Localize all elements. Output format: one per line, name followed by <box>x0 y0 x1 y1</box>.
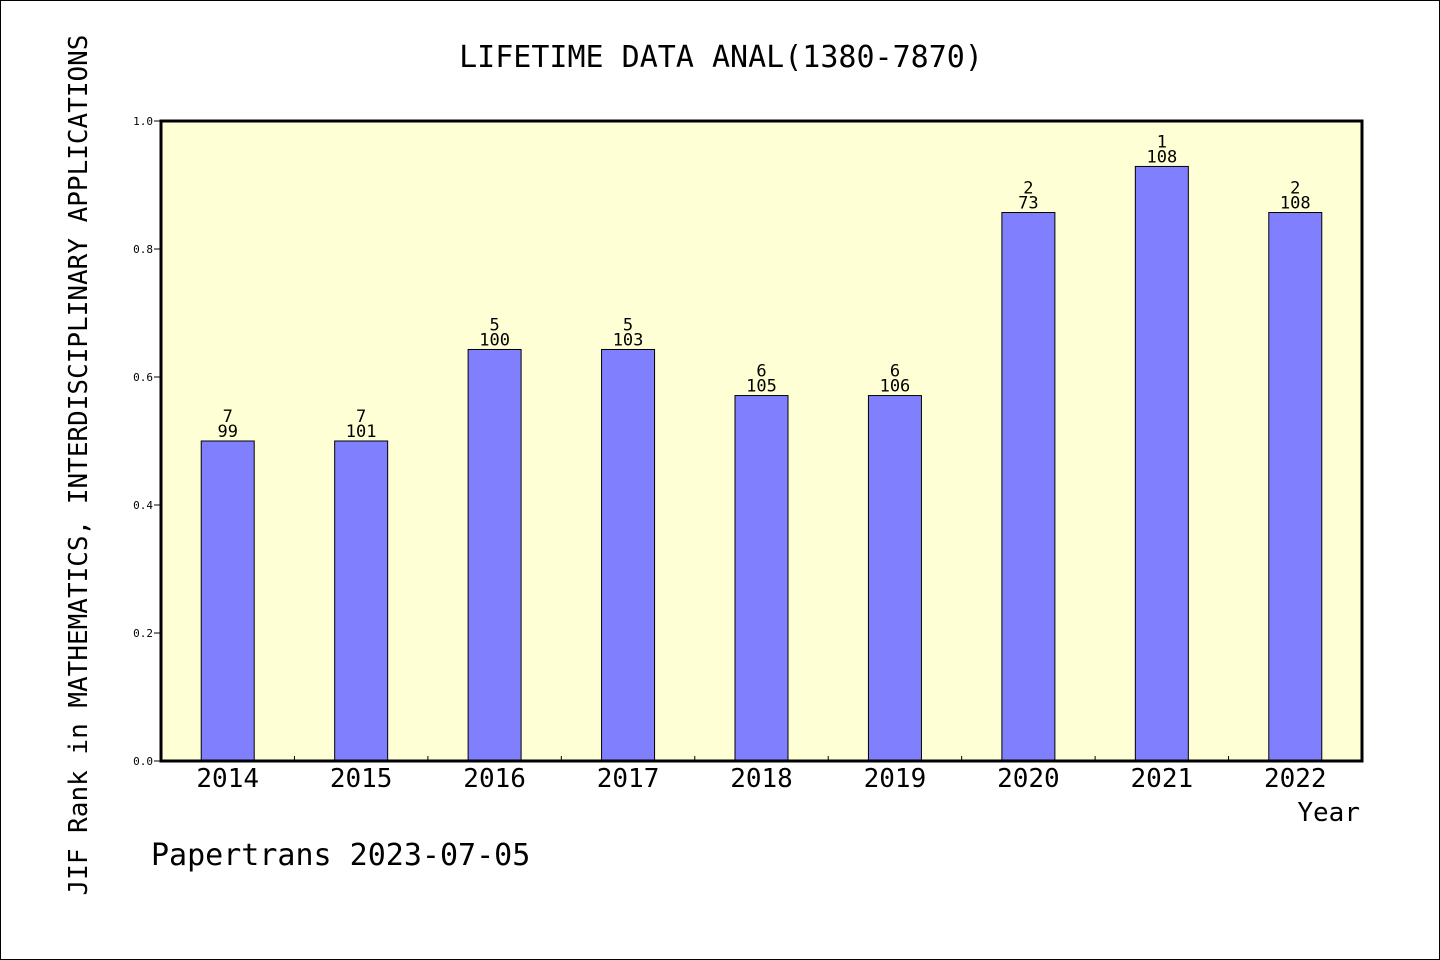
rank-label: 2 <box>1023 179 1033 199</box>
total-label: 105 <box>746 377 777 397</box>
bar-2019 <box>867 395 922 762</box>
y-axis-label: JIF Rank in MATHEMATICS, INTERDISCIPLINA… <box>64 35 94 896</box>
x-tick-label: 2020 <box>997 764 1060 794</box>
x-tick-label: 2021 <box>1131 764 1194 794</box>
bar-2021 <box>1134 165 1189 762</box>
rank-label: 5 <box>623 315 633 335</box>
y-ticks: 0.0 0.2 0.4 0.6 0.8 1.0 <box>133 115 161 768</box>
x-tick-label: 2022 <box>1264 764 1327 794</box>
y-tick-label: 0.2 <box>133 627 153 640</box>
x-ticks: 2014 2015 2016 2017 2018 2019 2020 2021 2022 <box>196 756 1327 794</box>
x-axis-label: Year <box>1297 798 1360 828</box>
y-tick-label: 0.6 <box>133 371 153 384</box>
total-label: 101 <box>346 422 377 442</box>
bar-2017 <box>601 348 656 762</box>
total-label: 99 <box>217 422 237 442</box>
footer-text: Papertrans 2023-07-05 <box>151 838 530 873</box>
total-label: 100 <box>479 330 510 350</box>
y-tick-label: 0.8 <box>133 243 153 256</box>
rank-label: 2 <box>1290 179 1300 199</box>
rank-label: 6 <box>890 362 900 382</box>
x-tick-label: 2015 <box>330 764 393 794</box>
bar-2015 <box>334 440 389 762</box>
y-tick-label: 0.0 <box>133 755 153 768</box>
rank-label: 7 <box>223 407 233 427</box>
x-tick-label: 2016 <box>463 764 526 794</box>
y-tick-label: 1.0 <box>133 115 153 128</box>
bar-2018 <box>734 395 789 762</box>
bar-2014 <box>200 440 255 762</box>
bars <box>200 165 1323 762</box>
total-label: 106 <box>880 377 911 397</box>
rank-label: 1 <box>1157 132 1167 152</box>
total-label: 108 <box>1146 147 1177 167</box>
plot-border <box>159 119 1364 763</box>
total-label: 103 <box>613 330 644 350</box>
y-tick-label: 0.4 <box>133 499 153 512</box>
rank-label: 7 <box>356 407 366 427</box>
x-tick-label: 2017 <box>597 764 660 794</box>
x-tick-label: 2018 <box>730 764 793 794</box>
bar-2022 <box>1268 212 1323 762</box>
bar-2020 <box>1001 212 1056 762</box>
x-tick-label: 2014 <box>196 764 259 794</box>
total-label: 73 <box>1018 194 1038 214</box>
total-label: 108 <box>1280 194 1311 214</box>
rank-label: 6 <box>756 362 766 382</box>
rank-label: 5 <box>489 315 499 335</box>
x-tick-label: 2019 <box>864 764 927 794</box>
chart-title: LIFETIME DATA ANAL(1380-7870) <box>459 40 983 75</box>
bar-2016 <box>467 348 522 762</box>
